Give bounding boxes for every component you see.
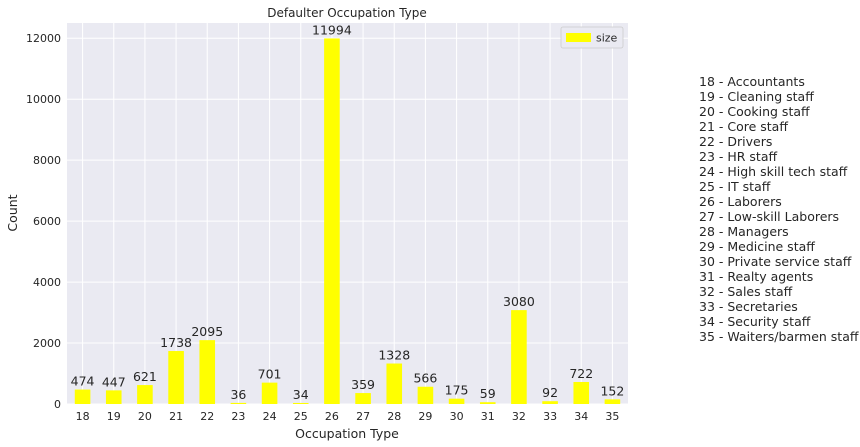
bar-29 bbox=[417, 386, 434, 404]
bar-value-label: 621 bbox=[133, 369, 157, 384]
x-ticks: 18 19 20 21 22 23 24 25 26 27 28 29 30 31 32 33 34 35 bbox=[76, 410, 620, 423]
bar-30 bbox=[448, 398, 465, 404]
category-legend-item: 30 - Private service staff bbox=[699, 254, 852, 269]
y-tick-label: 8000 bbox=[33, 154, 61, 167]
x-tick-label: 32 bbox=[512, 410, 526, 423]
bar-value-label: 11994 bbox=[312, 22, 352, 37]
x-tick-label: 31 bbox=[481, 410, 495, 423]
bars bbox=[74, 38, 621, 404]
x-tick-label: 18 bbox=[76, 410, 90, 423]
category-legend-item: 32 - Sales staff bbox=[699, 284, 793, 299]
bar-35 bbox=[604, 399, 621, 404]
x-tick-label: 23 bbox=[231, 410, 245, 423]
plot-background bbox=[67, 23, 628, 404]
bar-32 bbox=[511, 310, 527, 404]
category-legend-item: 19 - Cleaning staff bbox=[699, 89, 814, 104]
x-tick-label: 21 bbox=[169, 410, 183, 423]
y-tick-label: 4000 bbox=[33, 276, 61, 289]
bar-24 bbox=[261, 382, 278, 404]
bar-value-label: 36 bbox=[230, 387, 246, 402]
x-tick-label: 35 bbox=[605, 410, 619, 423]
bar-25 bbox=[292, 402, 309, 404]
bar-value-label: 34 bbox=[293, 387, 309, 402]
bar-value-label: 2095 bbox=[191, 324, 223, 339]
category-legend-item: 18 - Accountants bbox=[699, 74, 805, 89]
bar-value-label: 1738 bbox=[160, 335, 192, 350]
y-ticks: 0 2000 4000 6000 8000 10000 12000 bbox=[26, 32, 61, 411]
y-tick-label: 12000 bbox=[26, 32, 61, 45]
y-tick-label: 6000 bbox=[33, 215, 61, 228]
category-legend-item: 31 - Realty agents bbox=[699, 269, 814, 284]
category-legend-item: 34 - Security staff bbox=[699, 314, 811, 329]
bar-34 bbox=[573, 381, 590, 404]
y-tick-label: 0 bbox=[54, 398, 61, 411]
bar-value-label: 566 bbox=[413, 371, 437, 386]
y-tick-label: 10000 bbox=[26, 93, 61, 106]
bar-value-label: 92 bbox=[542, 385, 558, 400]
x-tick-label: 26 bbox=[325, 410, 339, 423]
bar-value-label: 59 bbox=[480, 386, 496, 401]
bar-23 bbox=[230, 402, 247, 404]
x-tick-label: 19 bbox=[107, 410, 121, 423]
grid bbox=[67, 23, 628, 405]
bar-value-label: 3080 bbox=[503, 294, 535, 309]
bar-31 bbox=[479, 402, 496, 404]
x-tick-label: 22 bbox=[200, 410, 214, 423]
category-legend-item: 25 - IT staff bbox=[699, 179, 771, 194]
bar-22 bbox=[199, 340, 216, 404]
x-tick-label: 28 bbox=[387, 410, 401, 423]
category-legend-item: 22 - Drivers bbox=[699, 134, 773, 149]
bar-value-label: 701 bbox=[258, 367, 282, 382]
bar-26 bbox=[324, 38, 340, 404]
bar-19 bbox=[105, 390, 122, 404]
category-legend-item: 24 - High skill tech staff bbox=[699, 164, 848, 179]
category-legend: 18 - Accountants 19 - Cleaning staff 20 - … bbox=[699, 74, 858, 344]
x-tick-label: 33 bbox=[543, 410, 557, 423]
category-legend-item: 29 - Medicine staff bbox=[699, 239, 815, 254]
bar-18 bbox=[74, 389, 91, 404]
x-tick-label: 24 bbox=[263, 410, 277, 423]
bar-value-label: 1328 bbox=[378, 348, 410, 363]
category-legend-item: 27 - Low-skill Laborers bbox=[699, 209, 840, 224]
x-axis-label: Occupation Type bbox=[295, 426, 399, 441]
category-legend-item: 21 - Core staff bbox=[699, 119, 788, 134]
bar-value-label: 175 bbox=[445, 383, 469, 398]
category-legend-item: 26 - Laborers bbox=[699, 194, 782, 209]
x-tick-label: 27 bbox=[356, 410, 370, 423]
category-legend-item: 23 - HR staff bbox=[699, 149, 778, 164]
legend: size bbox=[560, 26, 624, 49]
category-legend-item: 35 - Waiters/barmen staff bbox=[699, 329, 859, 344]
x-tick-label: 25 bbox=[294, 410, 308, 423]
category-legend-item: 28 - Managers bbox=[699, 224, 789, 239]
bar-28 bbox=[386, 363, 403, 404]
legend-swatch bbox=[566, 33, 591, 42]
bar-value-label: 474 bbox=[71, 374, 95, 389]
category-legend-item: 33 - Secretaries bbox=[699, 299, 798, 314]
x-tick-label: 34 bbox=[574, 410, 588, 423]
y-tick-label: 2000 bbox=[33, 337, 61, 350]
bar-20 bbox=[137, 385, 153, 404]
bar-33 bbox=[542, 401, 558, 404]
legend-label: size bbox=[596, 32, 618, 45]
x-tick-label: 29 bbox=[418, 410, 432, 423]
bar-27 bbox=[355, 393, 371, 404]
bar-value-label: 359 bbox=[351, 377, 375, 392]
bar-21 bbox=[168, 351, 184, 404]
chart-title: Defaulter Occupation Type bbox=[267, 6, 427, 20]
x-tick-label: 30 bbox=[450, 410, 464, 423]
bar-value-label: 447 bbox=[102, 374, 126, 389]
bar-value-label: 152 bbox=[600, 383, 624, 398]
bar-value-label: 722 bbox=[569, 366, 593, 381]
x-tick-label: 20 bbox=[138, 410, 152, 423]
legend-box bbox=[560, 26, 624, 49]
y-axis-label: Count bbox=[5, 194, 20, 231]
category-legend-item: 20 - Cooking staff bbox=[699, 104, 810, 119]
